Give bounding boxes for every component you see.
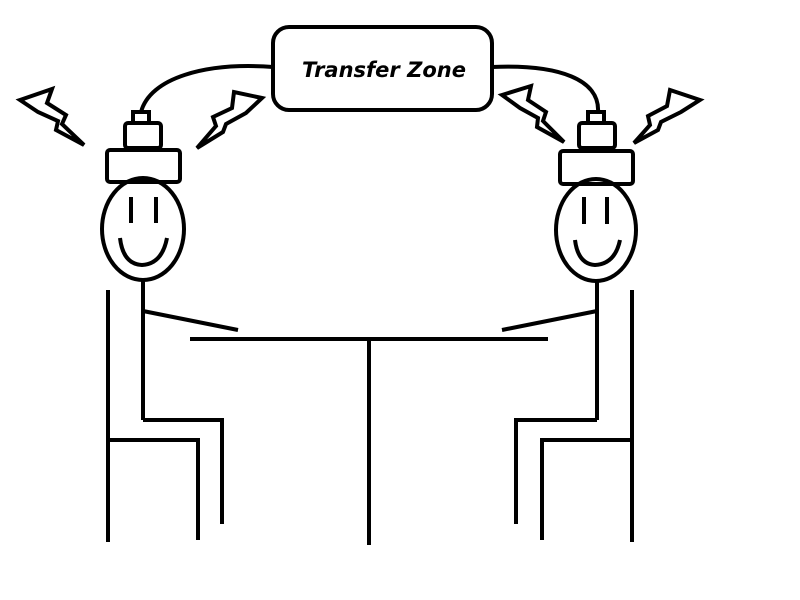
left-arm <box>142 309 239 332</box>
smiley-face-icon <box>100 176 186 282</box>
table <box>190 337 548 545</box>
lightning-bolt-icon <box>15 85 86 147</box>
right-person <box>501 110 638 524</box>
lightning-bolt-icon <box>632 87 705 145</box>
lightning-bolt-icon <box>497 83 566 144</box>
lightning-bolt-icon <box>195 89 267 150</box>
left-person <box>100 110 239 524</box>
transfer-zone-box <box>271 25 494 112</box>
electrode-cap-icon <box>105 110 182 184</box>
transfer-zone-node: Transfer Zone <box>271 25 494 112</box>
left-leg <box>143 418 224 524</box>
right-arm <box>501 309 598 332</box>
electrode-cap-icon <box>558 110 635 186</box>
right-cable <box>491 64 601 113</box>
transfer-zone-label: Transfer Zone <box>302 58 466 82</box>
smiley-face-icon <box>554 177 638 283</box>
left-chair <box>106 290 200 542</box>
right-chair <box>540 290 634 542</box>
right-leg <box>514 418 597 524</box>
left-cable <box>139 64 274 113</box>
